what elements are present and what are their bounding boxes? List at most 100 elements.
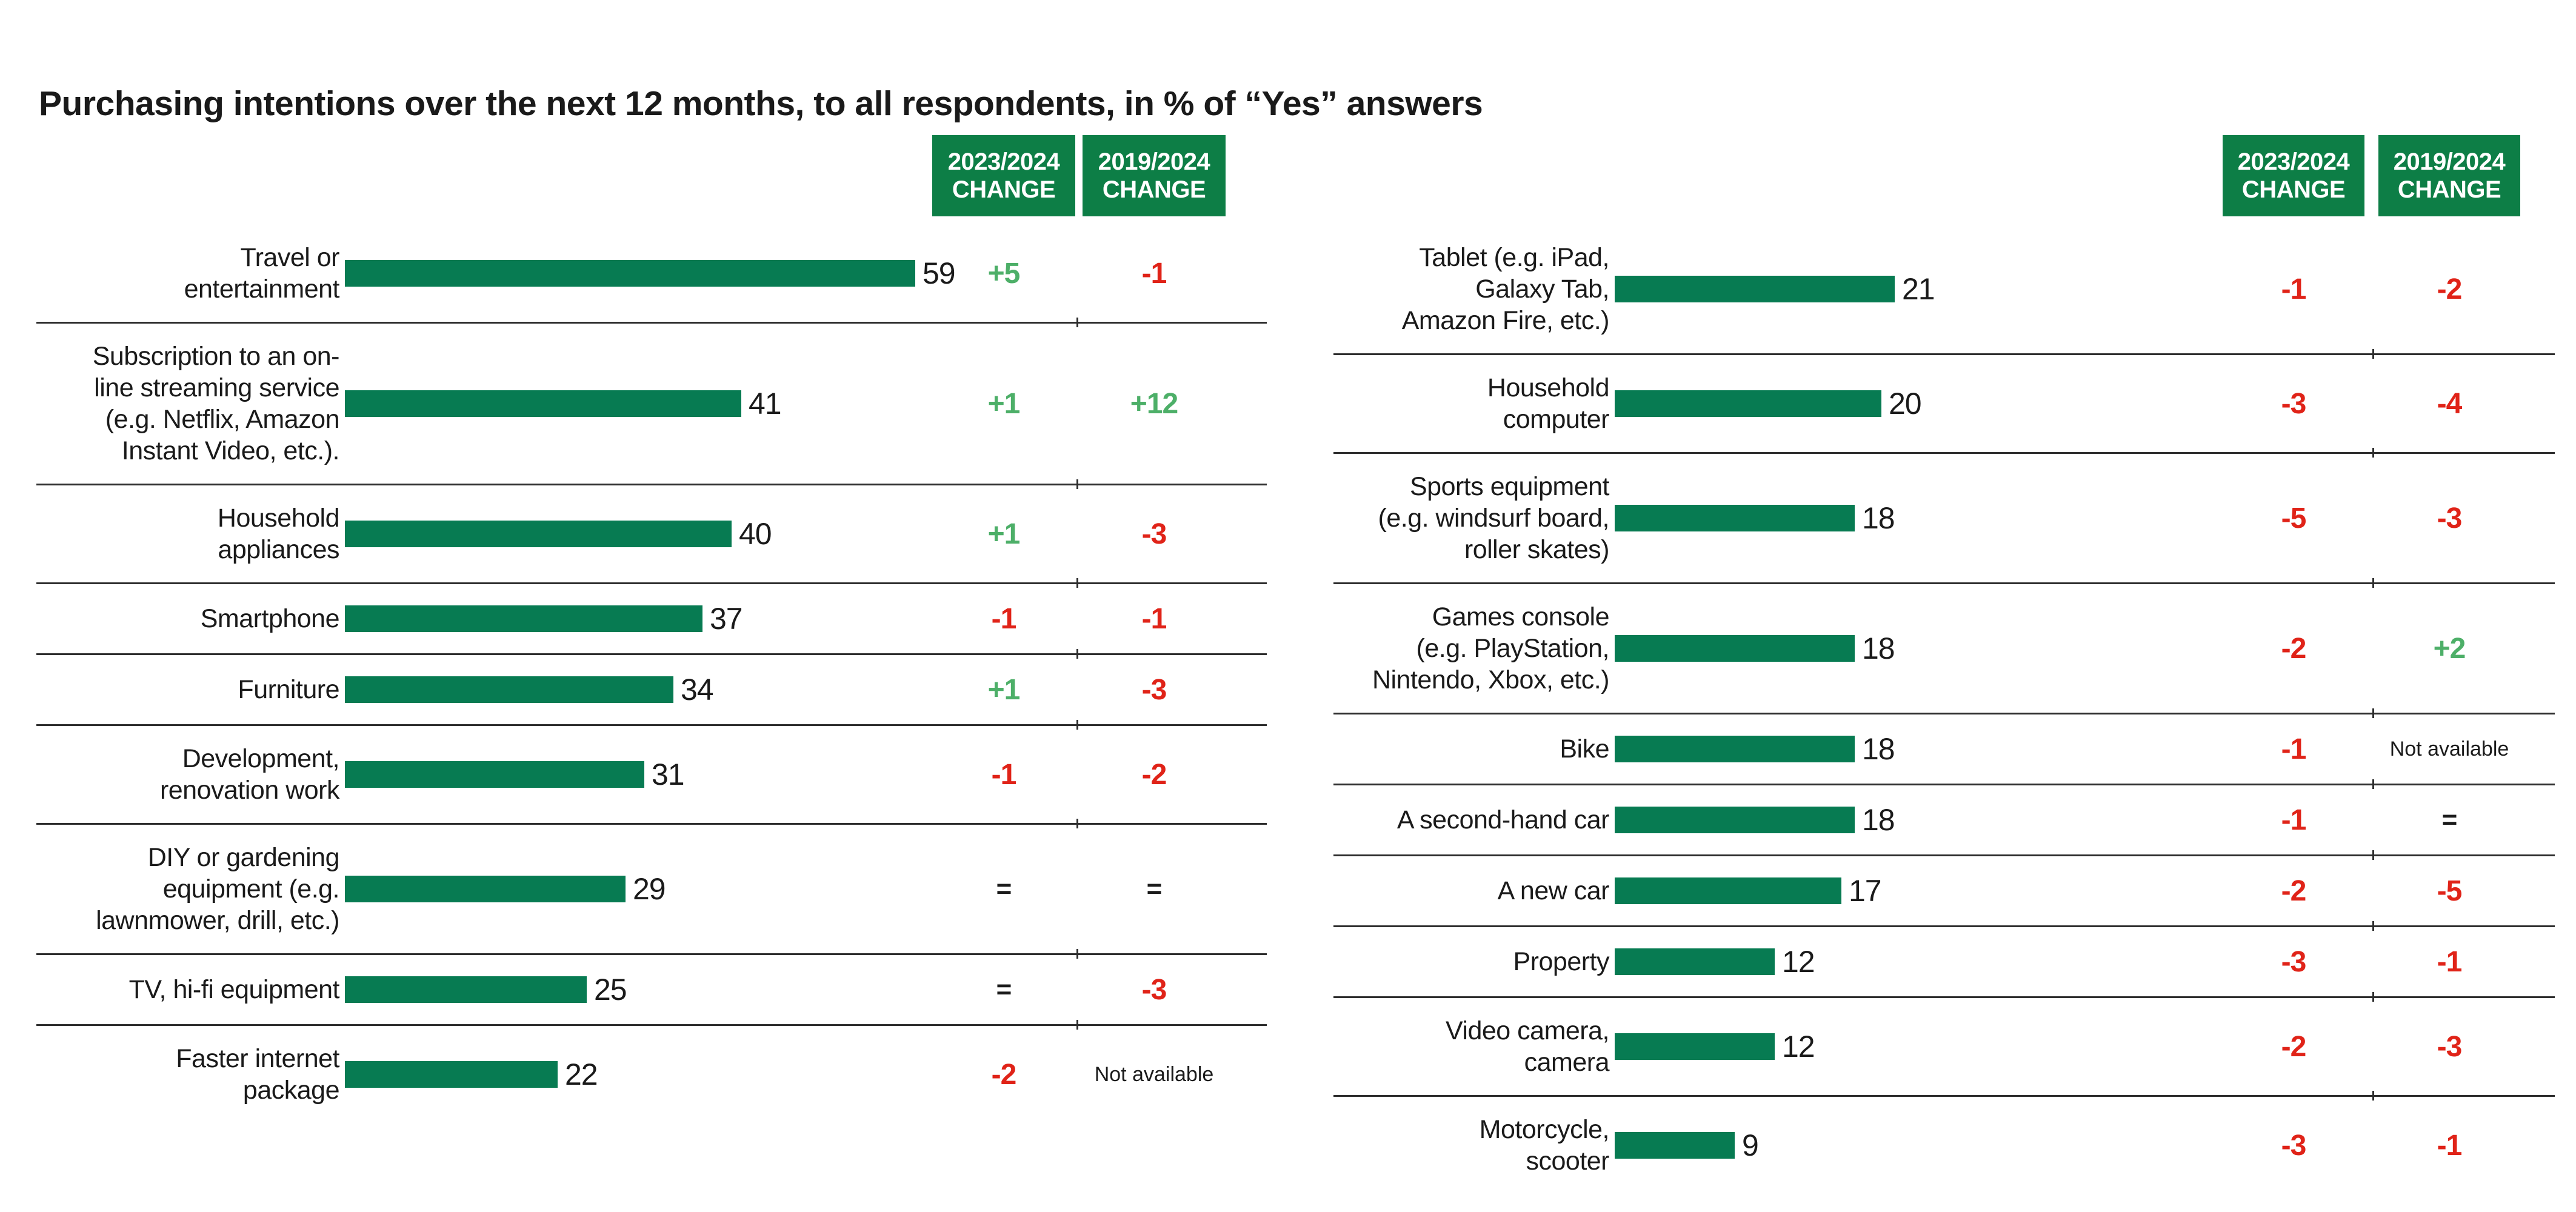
page-title: Purchasing intentions over the next 12 m… xyxy=(39,84,1483,124)
change-2023-2024-header-badge: 2023/2024 CHANGE xyxy=(932,135,1075,216)
change-2023-2024-value: -1 xyxy=(2281,804,2307,836)
bar-value-label: 20 xyxy=(1889,387,1922,421)
badge-line-change: CHANGE xyxy=(1102,176,1206,203)
change-2019-2024-value: Not available xyxy=(1094,1062,1214,1086)
category-label: Property xyxy=(1513,947,1609,976)
chart-row: Household appliances 40 +1 -3 xyxy=(36,485,1267,588)
chart-row: Tablet (e.g. iPad, Galaxy Tab, Amazon Fi… xyxy=(1333,225,2555,359)
value-bar xyxy=(345,676,673,703)
value-bar xyxy=(345,1061,558,1088)
chart-row: Development, renovation work 31 -1 -2 xyxy=(36,726,1267,828)
bar-value-label: 18 xyxy=(1862,631,1895,665)
chart-row: Faster internet package 22 -2 Not availa… xyxy=(36,1026,1267,1123)
value-bar xyxy=(1615,390,1881,417)
category-label: Development, renovation work xyxy=(159,744,340,805)
change-2023-2024-value: -3 xyxy=(2281,387,2307,420)
change-2023-2024-value: +1 xyxy=(987,673,1021,706)
change-2019-2024-value: -3 xyxy=(1141,973,1167,1006)
left-bar-chart: 2023/2024 CHANGE 2019/2024 CHANGE Travel… xyxy=(36,135,1267,1123)
badge-line-change: CHANGE xyxy=(2397,176,2501,203)
change-2019-2024-value: -4 xyxy=(2437,387,2463,420)
bar-zone: 40 xyxy=(339,516,932,551)
category-label: Furniture xyxy=(238,675,339,704)
chart-row: TV, hi-fi equipment 25 = -3 xyxy=(36,955,1267,1030)
bar-value-label: 40 xyxy=(739,517,772,551)
bar-zone: 18 xyxy=(1609,802,2223,837)
change-2019-2024-value: = xyxy=(1146,874,1163,904)
value-bar xyxy=(1615,877,1841,904)
badge-line-years: 2019/2024 xyxy=(2393,148,2506,175)
bar-zone: 59 xyxy=(339,256,956,291)
category-label: Household appliances xyxy=(217,504,340,564)
left-chart-rows: Travel or entertainment 59 +5 -1 Subscri… xyxy=(36,225,1267,1123)
change-2023-2024-value: +1 xyxy=(987,387,1021,420)
bar-zone: 31 xyxy=(339,757,932,792)
value-bar xyxy=(1615,1033,1775,1060)
change-2019-2024-value: -3 xyxy=(2437,502,2463,534)
change-2023-2024-value: -1 xyxy=(991,602,1017,635)
badge-line-change: CHANGE xyxy=(2241,176,2346,203)
change-2019-2024-value: -1 xyxy=(2437,945,2463,978)
bar-value-label: 18 xyxy=(1862,732,1895,766)
value-bar xyxy=(345,761,644,788)
value-bar xyxy=(1615,1132,1735,1159)
chart-row: Household computer 20 -3 -4 xyxy=(1333,355,2555,458)
bar-zone: 12 xyxy=(1609,1029,2223,1064)
bar-value-label: 29 xyxy=(633,872,666,906)
value-bar xyxy=(1615,948,1775,975)
category-label: Bike xyxy=(1560,734,1609,764)
change-2019-2024-header-badge: 2019/2024 CHANGE xyxy=(2378,135,2520,216)
badge-line-years: 2023/2024 xyxy=(2237,148,2350,175)
change-2019-2024-value: -5 xyxy=(2437,874,2463,907)
value-bar xyxy=(1615,736,1855,762)
change-2019-2024-value: -1 xyxy=(1141,257,1167,290)
bar-zone: 37 xyxy=(339,601,932,636)
category-label: Video camera, camera xyxy=(1446,1016,1609,1077)
category-label: Travel or entertainment xyxy=(184,243,340,304)
bar-zone: 22 xyxy=(339,1057,932,1092)
category-label: Tablet (e.g. iPad, Galaxy Tab, Amazon Fi… xyxy=(1401,243,1610,335)
bar-zone: 9 xyxy=(1609,1128,2223,1163)
category-label: Faster internet package xyxy=(176,1044,339,1105)
bar-zone: 34 xyxy=(339,672,932,707)
category-label: A second-hand car xyxy=(1396,805,1610,834)
chart-row: A new car 17 -2 -5 xyxy=(1333,856,2555,931)
chart-row: DIY or gardening equipment (e.g. lawnmow… xyxy=(36,825,1267,959)
bar-value-label: 18 xyxy=(1862,803,1895,837)
category-label: Subscription to an on- line streaming se… xyxy=(92,342,340,465)
bar-value-label: 22 xyxy=(565,1057,598,1091)
category-label: Games console (e.g. PlayStation, Nintend… xyxy=(1372,602,1610,694)
change-2019-2024-value: -3 xyxy=(1141,518,1167,550)
value-bar xyxy=(1615,505,1855,531)
bar-value-label: 18 xyxy=(1862,501,1895,535)
bar-zone: 18 xyxy=(1609,631,2223,666)
category-label: DIY or gardening equipment (e.g. lawnmow… xyxy=(96,843,339,935)
bar-value-label: 31 xyxy=(652,758,685,791)
chart-row: Bike 18 -1 Not available xyxy=(1333,714,2555,789)
change-2023-2024-value: +5 xyxy=(987,257,1021,290)
change-2023-2024-value: -2 xyxy=(2281,874,2307,907)
bar-value-label: 25 xyxy=(594,973,627,1007)
chart-row: Video camera, camera 12 -2 -3 xyxy=(1333,998,2555,1100)
bar-value-label: 17 xyxy=(1849,874,1882,908)
category-label: TV, hi-fi equipment xyxy=(128,975,340,1004)
change-2019-2024-value: -1 xyxy=(1141,602,1167,635)
bar-zone: 41 xyxy=(339,386,932,421)
chart-row: Property 12 -3 -1 xyxy=(1333,927,2555,1002)
change-2023-2024-value: -1 xyxy=(991,758,1017,791)
left-chart-header: 2023/2024 CHANGE 2019/2024 CHANGE xyxy=(36,135,1267,220)
bar-zone: 18 xyxy=(1609,501,2223,536)
bar-value-label: 12 xyxy=(1782,945,1815,979)
change-2023-2024-value: = xyxy=(996,974,1012,1004)
value-bar xyxy=(345,605,702,632)
change-2023-2024-value: -1 xyxy=(2281,273,2307,305)
bar-value-label: 9 xyxy=(1742,1128,1759,1162)
change-2023-2024-value: -1 xyxy=(2281,733,2307,765)
change-2023-2024-value: -2 xyxy=(991,1058,1017,1091)
value-bar xyxy=(345,390,741,417)
change-2019-2024-value: = xyxy=(2441,805,2458,834)
change-2023-2024-value: +1 xyxy=(987,518,1021,550)
bar-value-label: 59 xyxy=(923,256,956,290)
change-2023-2024-value: = xyxy=(996,874,1012,904)
category-label: Smartphone xyxy=(200,604,340,633)
